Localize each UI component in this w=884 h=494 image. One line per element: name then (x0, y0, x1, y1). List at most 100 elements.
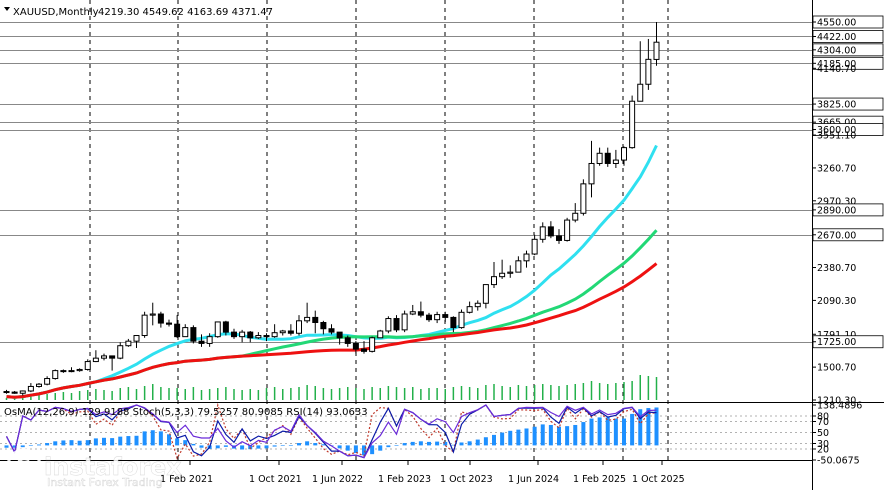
bear-candle-body (604, 152, 611, 164)
osma-bar (410, 441, 415, 446)
osma-bar (597, 417, 602, 446)
candle (458, 309, 465, 329)
candle (36, 383, 42, 388)
osma-bar (337, 445, 342, 449)
bull-candle-body (474, 302, 481, 308)
bull-candle-body (133, 335, 140, 342)
osma-bar (402, 443, 407, 446)
osma-bar (4, 445, 9, 448)
bull-candle-body (612, 159, 619, 164)
osma-bar (516, 429, 521, 446)
price-tick-label: 4422.00 (817, 32, 856, 43)
bull-candle-body (466, 306, 473, 313)
candle (117, 342, 124, 360)
time-tick-label: 1 Feb 2021 (160, 474, 213, 485)
candle (450, 316, 457, 333)
candle (222, 320, 229, 336)
osma-bar (500, 432, 505, 446)
bear-candle-body (287, 330, 294, 334)
price-tick-label: 3551.10 (817, 131, 856, 142)
moving-average-line (6, 262, 658, 399)
price-tick-label: 2090.30 (817, 296, 856, 307)
bull-candle-body (271, 332, 278, 338)
osma-bar (37, 444, 41, 446)
candle (312, 310, 319, 334)
bear-candle-body (426, 314, 432, 321)
bull-candle-body (206, 336, 213, 344)
price-tick-label: 3825.00 (817, 100, 856, 111)
watermark-tagline: Instant Forex Trading (47, 476, 163, 489)
osma-bar (272, 445, 277, 447)
osma-bar (565, 426, 570, 446)
osma-bar (483, 437, 488, 446)
chart-symbol-title: XAUUSD,Monthly (13, 7, 99, 18)
bear-candle-body (450, 316, 457, 329)
bull-candle-body (92, 357, 99, 363)
bull-candle-body (653, 41, 660, 60)
candle (109, 355, 116, 371)
osma-bar (394, 445, 399, 446)
osma-bar (540, 424, 545, 446)
osma-bar (142, 431, 147, 446)
bull-candle-body (255, 335, 262, 339)
bear-candle-body (442, 314, 449, 318)
bear-candle-body (556, 235, 562, 241)
time-tick-label: 1 Jun 2022 (312, 474, 363, 485)
price-tick-label: 2890.00 (817, 205, 856, 216)
osma-bar (45, 443, 50, 446)
osma-bar (191, 443, 196, 446)
bull-candle-body (523, 253, 530, 262)
osma-bar (93, 438, 98, 446)
osma-bar (459, 442, 464, 446)
price-tick-label: 4550.00 (817, 18, 856, 29)
osma-bar (435, 441, 440, 446)
candle (336, 331, 343, 345)
candle (141, 311, 148, 338)
osma-bar (646, 408, 651, 446)
osma-bar (240, 445, 245, 450)
candle (385, 316, 392, 334)
logo-ring-icon (6, 448, 42, 484)
osma-bar (69, 440, 74, 446)
candle (629, 95, 636, 149)
candle (409, 304, 416, 316)
candle (344, 335, 351, 347)
osma-bar (183, 440, 188, 446)
candle (482, 284, 489, 309)
candle (515, 256, 522, 273)
osma-bar (654, 407, 659, 446)
candle (572, 203, 579, 223)
osma-bar (532, 426, 537, 446)
candle (474, 300, 481, 311)
candle (27, 383, 34, 393)
bull-candle-body (645, 58, 652, 85)
osma-bar (321, 444, 326, 446)
osma-bar (264, 445, 269, 449)
bear-candle-body (263, 335, 270, 338)
candle (304, 302, 311, 324)
bull-candle-body (369, 337, 376, 352)
price-tick-label: 4304.00 (817, 45, 856, 56)
bull-candle-body (52, 370, 59, 380)
time-tick-label: 1 Oct 2025 (632, 474, 685, 485)
osma-bar (77, 440, 82, 446)
candle (149, 302, 156, 326)
indicator-tick-label: -50.0675 (817, 456, 860, 467)
osma-bar (20, 445, 25, 448)
bear-candle-body (352, 342, 359, 350)
osma-bar (370, 445, 375, 455)
osma-bar (297, 443, 301, 446)
osma-bar (622, 418, 626, 446)
candle (19, 390, 26, 396)
candle (507, 265, 514, 278)
candle (653, 22, 660, 66)
osma-bar (573, 424, 578, 446)
price-tick-label: 2670.00 (817, 230, 856, 241)
bull-candle-body (141, 314, 148, 337)
osma-bar (102, 437, 106, 446)
bull-candle-body (36, 383, 42, 387)
moving-average-line (6, 144, 658, 399)
bull-candle-body (44, 378, 51, 385)
candle (231, 328, 237, 339)
